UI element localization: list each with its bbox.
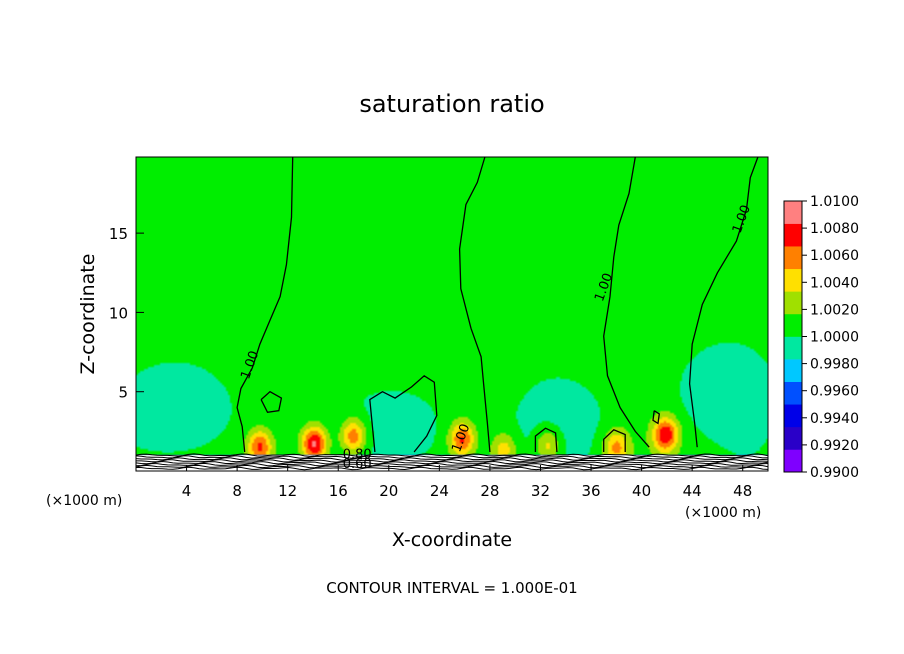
x-tick-label: 4 xyxy=(182,482,192,500)
x-unit-left: (×1000 m) xyxy=(46,493,122,509)
colorbar-label: 0.9900 xyxy=(810,465,859,481)
x-tick-label: 32 xyxy=(531,482,550,500)
colorbar-label: 1.0080 xyxy=(810,221,859,237)
colorbar-label: 1.0000 xyxy=(810,330,859,346)
contour-label: 0.80 xyxy=(343,447,372,462)
surface-contour-line xyxy=(136,459,769,463)
x-tick-label: 20 xyxy=(379,482,398,500)
x-tick-label: 12 xyxy=(278,482,297,500)
surface-contour-line xyxy=(135,457,769,461)
plot-area: 1.001.001.001.000.800.60 xyxy=(135,156,769,472)
colorbar-swatch xyxy=(784,291,802,315)
y-tick-label: 10 xyxy=(109,304,128,322)
contour-line xyxy=(603,156,650,448)
contour-line xyxy=(652,410,661,425)
contour-lines xyxy=(236,156,759,453)
colorbar-swatch xyxy=(784,404,802,428)
colorbar-label: 0.9920 xyxy=(810,438,859,454)
colorbar-swatch xyxy=(784,336,802,360)
colorbar-swatch xyxy=(784,449,802,473)
x-tick-label: 8 xyxy=(232,482,242,500)
surface-contour-line xyxy=(135,464,769,469)
surface-contours xyxy=(135,453,769,471)
x-tick-label: 44 xyxy=(683,482,702,500)
colorbar: 0.9900 0.9920 0.9940 0.9960 0.9980 1.0000 1.00… xyxy=(783,194,859,481)
colorbar-swatch xyxy=(784,223,802,247)
contour-line xyxy=(603,429,626,452)
colorbar-swatch xyxy=(784,359,802,382)
contour-line xyxy=(458,156,491,453)
surface-contour-line xyxy=(135,453,769,457)
x-tick-label: 48 xyxy=(733,482,752,500)
x-tick-label: 16 xyxy=(329,482,348,500)
x-axis: 4 8 12 16 20 24 28 32 36 40 44 48 xyxy=(182,465,752,500)
surface-contour-line xyxy=(135,455,769,459)
y-axis-label: Z-coordinate xyxy=(77,254,99,375)
x-tick-label: 24 xyxy=(430,482,449,500)
heatmap-field xyxy=(136,157,768,471)
contour-line xyxy=(534,427,558,453)
colorbar-label: 0.9960 xyxy=(810,384,859,400)
x-axis-label: X-coordinate xyxy=(392,529,512,551)
colorbar-swatch xyxy=(784,268,802,292)
x-unit-right: (×1000 m) xyxy=(685,505,761,521)
x-tick-label: 28 xyxy=(480,482,499,500)
contour-interval-note: CONTOUR INTERVAL = 1.000E-01 xyxy=(326,579,577,597)
colorbar-swatch xyxy=(784,426,802,450)
colorbar-label: 1.0060 xyxy=(810,248,859,264)
surface-contour-line xyxy=(136,466,769,471)
y-tick-label: 15 xyxy=(109,225,128,243)
contour-line xyxy=(688,156,759,448)
x-tick-label: 36 xyxy=(581,482,600,500)
colorbar-swatch xyxy=(784,201,802,224)
colorbar-swatch xyxy=(784,246,802,270)
surface-contour-line xyxy=(135,462,769,467)
chart-title: saturation ratio xyxy=(359,90,544,118)
colorbar-swatch xyxy=(784,381,802,405)
colorbar-label: 0.9980 xyxy=(810,357,859,373)
contour-line xyxy=(236,156,294,453)
colorbar-swatch xyxy=(784,313,802,337)
contour-label: 0.60 xyxy=(343,457,372,472)
colorbar-label: 1.0020 xyxy=(810,302,859,318)
y-tick-label: 5 xyxy=(118,384,128,402)
colorbar-label: 1.0100 xyxy=(810,194,859,210)
plot-frame xyxy=(135,156,769,472)
colorbar-label: 1.0040 xyxy=(810,275,859,291)
colorbar-label: 0.9940 xyxy=(810,411,859,427)
contour-line xyxy=(260,390,283,414)
y-axis: 5 10 15 xyxy=(109,225,144,402)
x-tick-label: 40 xyxy=(632,482,651,500)
contour-line xyxy=(369,374,438,453)
